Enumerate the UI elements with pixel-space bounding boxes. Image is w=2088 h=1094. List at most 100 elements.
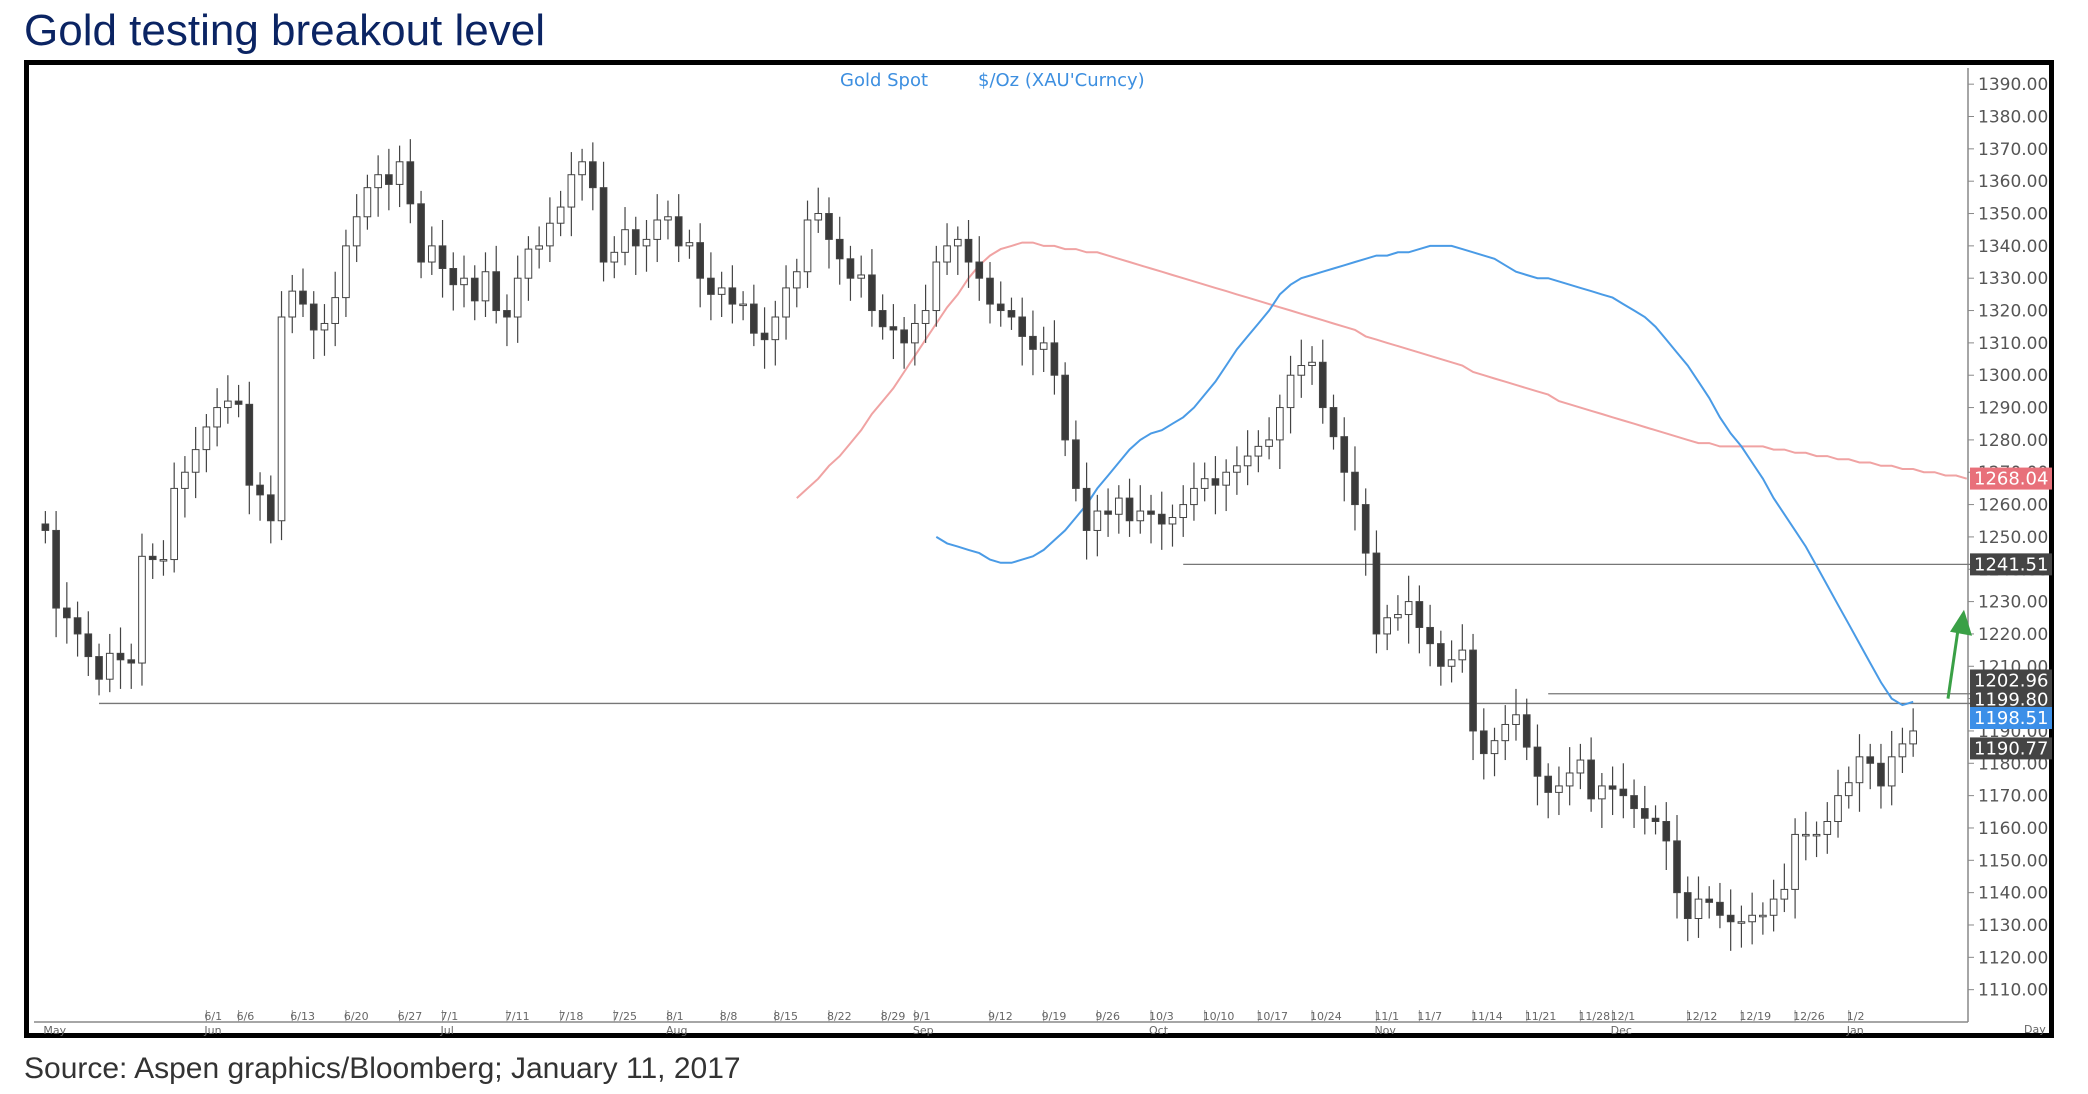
candle [417, 190, 425, 279]
x-date-label: 6/13 [290, 1010, 315, 1023]
candle [449, 252, 458, 311]
candle [1265, 417, 1273, 460]
candle [1200, 462, 1209, 502]
candle [1415, 585, 1424, 654]
candle-down [1018, 316, 1027, 337]
candle-up [1909, 730, 1917, 745]
price-tag-box [1970, 737, 2052, 760]
candle [674, 194, 683, 263]
horizontal-levels [99, 563, 1978, 705]
candle-up [814, 213, 823, 221]
candle [1050, 320, 1059, 395]
candle-down [1630, 795, 1638, 810]
candle-up [1039, 342, 1048, 350]
candle-down [868, 274, 876, 312]
candle [1640, 785, 1649, 835]
candle-up [1855, 756, 1864, 784]
candle-up [1254, 445, 1263, 457]
candle-down [116, 652, 125, 661]
candle-down [1072, 439, 1080, 489]
candle [1673, 815, 1681, 919]
candle [1737, 905, 1746, 948]
candle-up [427, 245, 436, 263]
x-month-label: Aug [666, 1024, 687, 1037]
candle-up [1823, 820, 1832, 835]
candle [524, 236, 533, 301]
candle [1748, 892, 1756, 945]
candle [1029, 310, 1037, 376]
candle-down [1125, 497, 1134, 522]
candle-up [1898, 743, 1907, 758]
candle-down [1544, 775, 1553, 793]
candle-down [696, 242, 704, 279]
candle [1909, 708, 1917, 757]
candle-down [299, 290, 307, 305]
candle-down [1587, 759, 1595, 800]
candle [1018, 297, 1027, 366]
candle [1383, 604, 1392, 651]
candle-down [1061, 374, 1069, 441]
x-month-label: Dec [1611, 1024, 1632, 1037]
candle-up [374, 174, 382, 189]
candle-up [1136, 510, 1145, 522]
candle-down [1683, 892, 1692, 920]
x-date-label: 6/6 [237, 1010, 255, 1023]
candle [234, 384, 243, 418]
candle-down [406, 161, 415, 205]
x-date-label: 10/17 [1256, 1010, 1288, 1023]
candle [288, 274, 297, 334]
candle [374, 155, 382, 217]
candle-up [1759, 914, 1767, 918]
candle [1190, 462, 1198, 521]
candle-up [653, 219, 662, 240]
candle-down [256, 484, 264, 496]
candle-up [932, 261, 941, 312]
candle [685, 229, 694, 259]
candle-down [234, 400, 243, 405]
candle [1522, 698, 1531, 761]
candle [1329, 394, 1338, 450]
candle-up [578, 161, 586, 176]
ma200-line [796, 241, 1968, 499]
candle-up [1200, 478, 1209, 489]
candle [148, 543, 157, 579]
candle-down [1533, 746, 1542, 777]
candle-up [1222, 471, 1230, 486]
candle-up [1394, 614, 1402, 619]
candle-up [1243, 455, 1252, 467]
candle [1179, 485, 1188, 537]
candle-down [1662, 820, 1671, 842]
x-date-label: 10/24 [1310, 1010, 1342, 1023]
x-date-label: 10/3 [1149, 1010, 1174, 1023]
y-tick-label: 1120.00 [1978, 948, 2048, 968]
x-date-label: 12/1 [1611, 1010, 1636, 1023]
candle [1501, 705, 1510, 761]
candle [1565, 747, 1574, 806]
candle-up [921, 310, 930, 324]
candle [900, 317, 908, 369]
candle [825, 197, 833, 269]
candle [1061, 362, 1069, 457]
candle [1533, 724, 1542, 806]
x-date-label: 8/15 [773, 1010, 798, 1023]
candle-up [320, 322, 329, 331]
candle-up [792, 271, 801, 289]
candle-up [138, 555, 146, 664]
candle [1705, 886, 1714, 919]
candle [1469, 633, 1477, 761]
chart-title: Gold testing breakout level [24, 6, 545, 55]
price-tag: 1199.80 [1970, 688, 2052, 711]
x-date-label: 9/1 [913, 1010, 931, 1023]
candle-down [1104, 510, 1112, 515]
candle-down [1211, 478, 1220, 486]
candle-up [610, 251, 619, 263]
candle-down [1705, 898, 1714, 903]
candle [105, 633, 114, 693]
candle-down [996, 303, 1005, 312]
candle [266, 475, 275, 544]
candle-up [191, 449, 200, 473]
candle-up [1844, 782, 1853, 797]
candle-down [878, 310, 887, 328]
candle [84, 611, 93, 676]
y-tick-label: 1280.00 [1978, 431, 2048, 451]
